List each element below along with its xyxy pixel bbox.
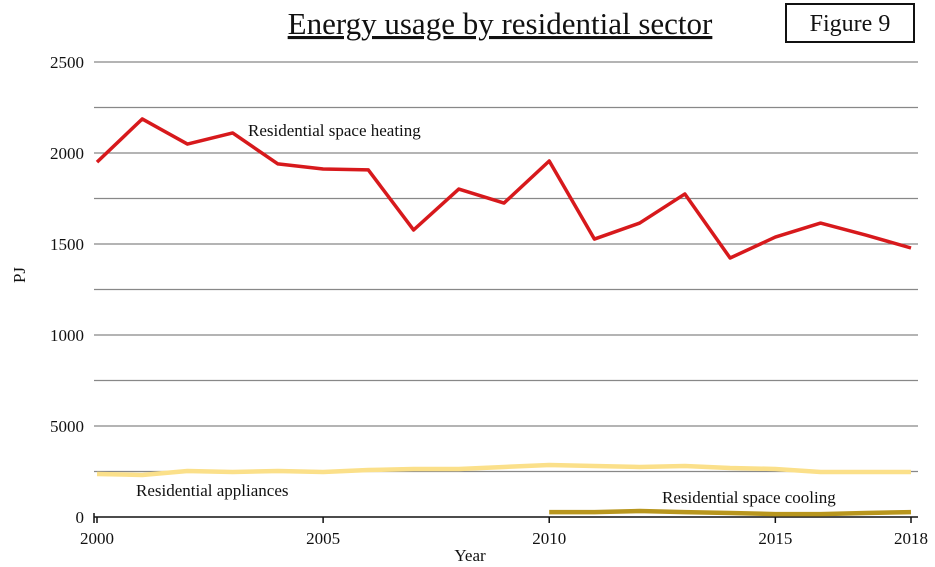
x-tick-label: 2015 [758, 529, 792, 548]
x-tick-label: 2018 [894, 529, 928, 548]
series-line [96, 462, 911, 478]
chart-title: Energy usage by residential sector [288, 6, 713, 41]
y-tick-label: 1000 [50, 326, 84, 345]
series-label: Residential space cooling [662, 488, 836, 507]
y-tick-label: 5000 [50, 417, 84, 436]
y-tick-label: 0 [76, 508, 85, 527]
figure-label: Figure 9 [810, 11, 891, 37]
y-axis-label: PJ [10, 267, 29, 283]
series-label: Residential space heating [248, 121, 421, 140]
figure-box [785, 3, 915, 43]
y-tick-label: 2500 [50, 53, 84, 72]
series-line [95, 117, 912, 260]
series-line [549, 508, 912, 517]
x-axis-label: Year [454, 546, 486, 565]
series-label: Residential appliances [136, 481, 288, 500]
y-tick-label: 2000 [50, 144, 84, 163]
x-tick-label: 2005 [306, 529, 340, 548]
x-tick-label: 2000 [80, 529, 114, 548]
y-tick-label: 1500 [50, 235, 84, 254]
x-tick-label: 2010 [532, 529, 566, 548]
